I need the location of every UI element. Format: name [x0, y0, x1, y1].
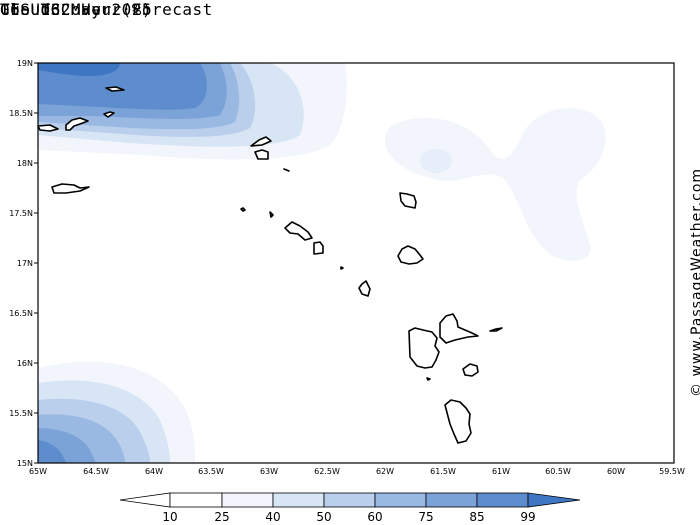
legend-swatch: [272, 492, 325, 508]
legend-label: 25: [214, 510, 229, 524]
lon-label: 59.5W: [659, 467, 685, 476]
island-saba: [240, 207, 246, 212]
color-legend: [119, 492, 581, 508]
legend-label: 85: [469, 510, 484, 524]
axis-ticks: [34, 62, 38, 464]
legend-label: 10: [162, 510, 177, 524]
legend-label: 40: [265, 510, 280, 524]
legend-label: 99: [520, 510, 535, 524]
island-anguilla: [250, 136, 272, 147]
legend-arrow-left: [119, 492, 171, 508]
island-st-barts: [283, 168, 290, 172]
forecast-subtitle: GFS 132 Hour Forecast: [0, 0, 213, 19]
lat-label: 16.5N: [9, 309, 33, 318]
lon-label: 64W: [145, 467, 163, 476]
legend-label: 50: [316, 510, 331, 524]
lon-label: 63W: [260, 467, 278, 476]
lat-label: 19N: [17, 59, 33, 68]
legend-label: 75: [418, 510, 433, 524]
island-marie-galante: [462, 363, 479, 377]
forecast-time: 06 UTC: [0, 0, 61, 19]
lat-label: 15.5N: [9, 409, 33, 418]
legend-labels: 10 25 40 50 60 75 85 99: [162, 510, 535, 524]
lat-label: 18N: [17, 159, 33, 168]
lon-label: 61.5W: [430, 467, 456, 476]
legend-swatch: [476, 492, 529, 508]
island-barbuda: [399, 192, 417, 209]
cloud-band-25-east: [420, 149, 452, 173]
island-culebra: [37, 124, 59, 132]
lon-label: 60W: [607, 467, 625, 476]
lon-label: 65W: [29, 467, 47, 476]
lon-label: 64.5W: [83, 467, 109, 476]
cloud-band-75-sw: [38, 440, 66, 463]
lat-label: 15N: [17, 459, 33, 468]
lat-label: 18.5N: [9, 109, 33, 118]
island-tortola: [103, 111, 115, 118]
chart-title: Cloud Cover (%): [0, 0, 152, 19]
passageweather-credit: © www.PassageWeather.com: [689, 167, 700, 397]
island-dominica: [444, 399, 472, 444]
island-montserrat: [358, 280, 371, 297]
cloud-band-85: [38, 63, 120, 76]
island-st-croix: [51, 183, 90, 194]
cloud-shading: [38, 63, 606, 463]
lon-labels: 65W 64.5W 64W 63.5W 63W 62.5W 62W 61.5W …: [29, 467, 685, 476]
lon-label: 62.5W: [314, 467, 340, 476]
island-grande-terre: [439, 313, 479, 344]
map-frame: [37, 62, 675, 464]
islands: [37, 86, 503, 444]
cloud-band-10-east: [385, 108, 606, 261]
island-st-kitts: [284, 221, 313, 241]
island-statia: [269, 211, 274, 218]
lon-label: 60.5W: [545, 467, 571, 476]
lon-label: 63.5W: [198, 467, 224, 476]
lat-label: 17.5N: [9, 209, 33, 218]
lat-labels: 19N 18.5N 18N 17.5N 17N 16.5N 16N 15.5N …: [9, 59, 33, 468]
island-st-martin: [254, 149, 269, 160]
legend-swatch: [323, 492, 376, 508]
island-virgin-gorda: [105, 86, 125, 92]
lon-label: 62W: [376, 467, 394, 476]
island-guadeloupe: [408, 327, 440, 369]
forecast-date: Tue 06 May 2025: [0, 0, 152, 19]
island-antigua: [397, 245, 424, 265]
lat-label: 17N: [17, 259, 33, 268]
legend-swatch: [425, 492, 478, 508]
island-redonda: [340, 266, 344, 270]
legend-label: 60: [367, 510, 382, 524]
lon-label: 61W: [492, 467, 510, 476]
island-les-saintes: [426, 377, 431, 381]
island-la-desirade: [489, 327, 503, 332]
legend-swatch: [169, 492, 223, 508]
legend-arrow-right: [527, 492, 581, 508]
lat-label: 16N: [17, 359, 33, 368]
legend-swatch: [374, 492, 427, 508]
island-vieques: [65, 117, 89, 131]
island-nevis: [313, 241, 324, 255]
legend-swatch: [221, 492, 274, 508]
